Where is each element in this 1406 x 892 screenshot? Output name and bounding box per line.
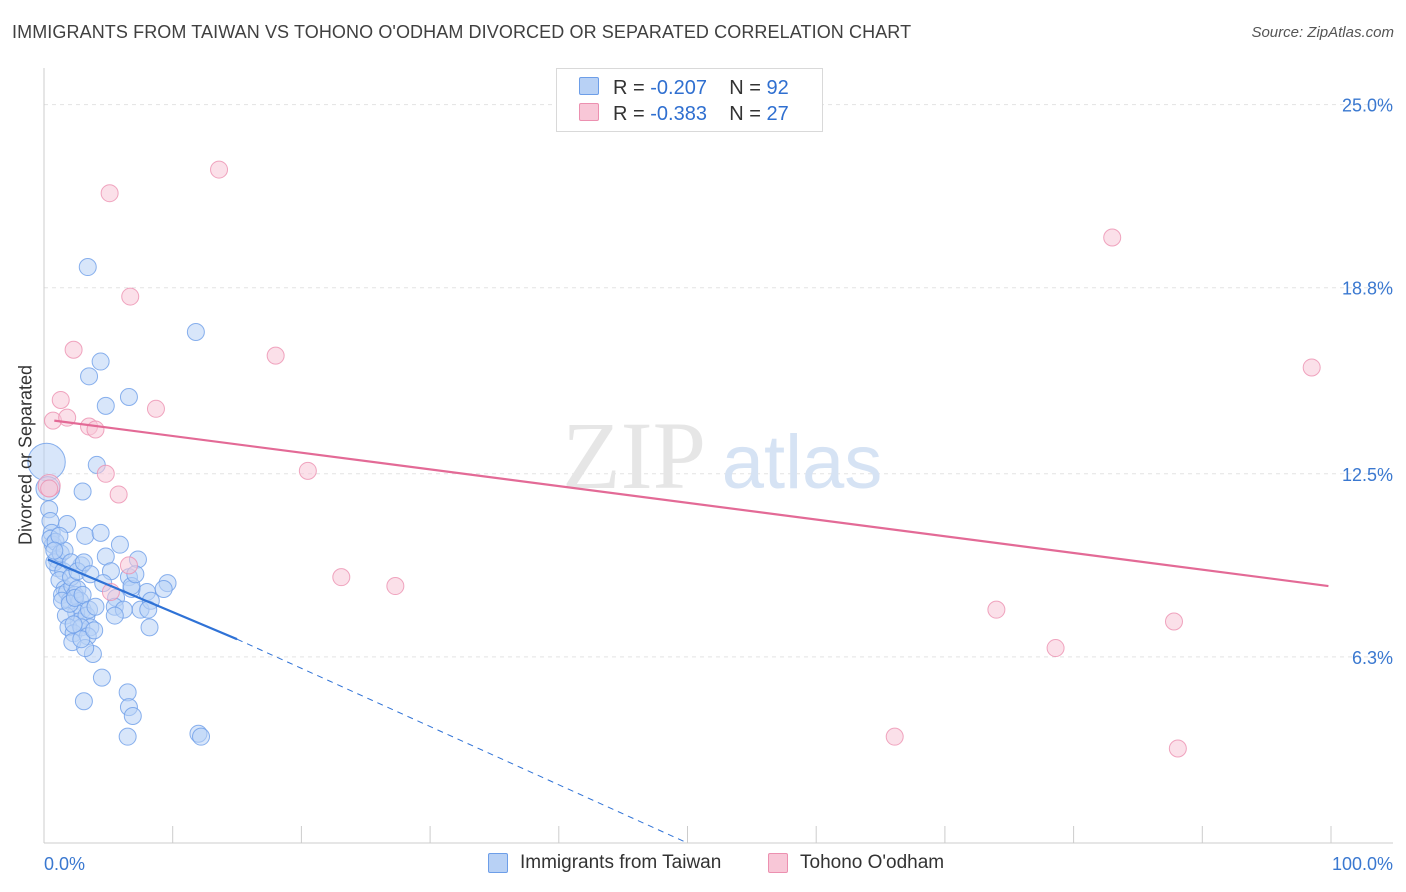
- data-point-tohono: [51, 390, 70, 409]
- data-point-taiwan: [86, 597, 105, 616]
- data-point-tohono: [86, 420, 105, 439]
- data-point-taiwan: [64, 615, 83, 634]
- data-point-taiwan: [91, 352, 110, 371]
- bottom-legend-swatch-blue: [488, 853, 508, 873]
- data-point-taiwan: [80, 367, 99, 386]
- legend-r-label: R =: [613, 77, 645, 99]
- y-tick-label: 25.0%: [1342, 96, 1393, 116]
- data-point-taiwan: [186, 323, 205, 342]
- data-point-taiwan: [119, 387, 138, 406]
- watermark-atlas: atlas: [722, 420, 883, 505]
- data-point-taiwan: [78, 258, 97, 277]
- data-point-taiwan: [74, 692, 93, 711]
- data-point-tohono: [40, 479, 59, 498]
- data-point-taiwan: [45, 541, 64, 560]
- y-tick-label: 12.5%: [1342, 465, 1393, 485]
- trend-line-tohono: [54, 419, 1329, 588]
- data-point-tohono: [386, 577, 405, 596]
- data-point-taiwan: [92, 668, 111, 687]
- data-point-tohono: [121, 287, 140, 306]
- data-point-taiwan: [73, 482, 92, 501]
- data-point-taiwan: [96, 396, 115, 415]
- legend-r-value: -0.383: [650, 103, 707, 125]
- legend-n-label: N =: [729, 77, 761, 99]
- legend-swatch-pink: [579, 103, 599, 121]
- data-point-taiwan: [91, 523, 110, 542]
- y-tick-label: 18.8%: [1342, 279, 1393, 299]
- data-point-tohono: [1302, 358, 1321, 377]
- bottom-legend-label-taiwan: Immigrants from Taiwan: [520, 852, 722, 873]
- data-point-tohono: [100, 184, 119, 203]
- data-point-tohono: [1046, 639, 1065, 658]
- data-point-tohono: [109, 485, 128, 504]
- data-point-taiwan: [85, 621, 104, 640]
- data-point-tohono: [885, 727, 904, 746]
- data-point-tohono: [1168, 739, 1187, 758]
- data-point-tohono: [210, 160, 229, 179]
- data-point-taiwan: [123, 706, 142, 725]
- x-tick-label-max: 100.0%: [1332, 854, 1393, 874]
- data-point-taiwan: [140, 618, 159, 637]
- data-point-taiwan: [154, 579, 173, 598]
- data-point-tohono: [146, 399, 165, 418]
- data-point-taiwan: [118, 727, 137, 746]
- y-tick-label: 6.3%: [1352, 648, 1393, 668]
- data-point-taiwan: [105, 606, 124, 625]
- legend-r-label: R =: [613, 103, 645, 125]
- legend-n-value: 27: [766, 103, 789, 125]
- trend-line-taiwan: [47, 558, 238, 641]
- watermark-zip: ZIP: [562, 402, 706, 509]
- legend-n-value: 92: [766, 77, 789, 99]
- data-point-taiwan: [72, 630, 91, 649]
- bottom-legend-swatch-pink: [768, 853, 788, 873]
- data-point-taiwan: [110, 535, 129, 554]
- source-label: Source: ZipAtlas.com: [1251, 24, 1394, 41]
- data-point-taiwan: [192, 727, 211, 746]
- x-tick-label-min: 0.0%: [44, 854, 85, 874]
- data-point-tohono: [987, 600, 1006, 619]
- data-point-tohono: [1164, 612, 1183, 631]
- data-point-tohono: [266, 346, 285, 365]
- data-point-tohono: [332, 568, 351, 587]
- data-point-tohono: [96, 464, 115, 483]
- legend-r-value: -0.207: [650, 77, 707, 99]
- data-point-tohono: [64, 340, 83, 359]
- y-axis-label: Divorced or Separated: [15, 364, 36, 546]
- data-point-taiwan: [76, 526, 95, 545]
- correlation-legend: R = -0.207 N = 92 R = -0.383 N = 27: [556, 68, 823, 132]
- legend-n-label: N =: [729, 103, 761, 125]
- chart-title: IMMIGRANTS FROM TAIWAN VS TOHONO O'ODHAM…: [12, 22, 912, 42]
- data-point-tohono: [1103, 228, 1122, 247]
- trend-line-taiwan-extension: [236, 638, 688, 844]
- legend-swatch-blue: [579, 77, 599, 95]
- data-point-tohono: [298, 461, 317, 480]
- data-point-tohono: [119, 556, 138, 575]
- bottom-legend-label-tohono: Tohono O'odham: [800, 852, 945, 873]
